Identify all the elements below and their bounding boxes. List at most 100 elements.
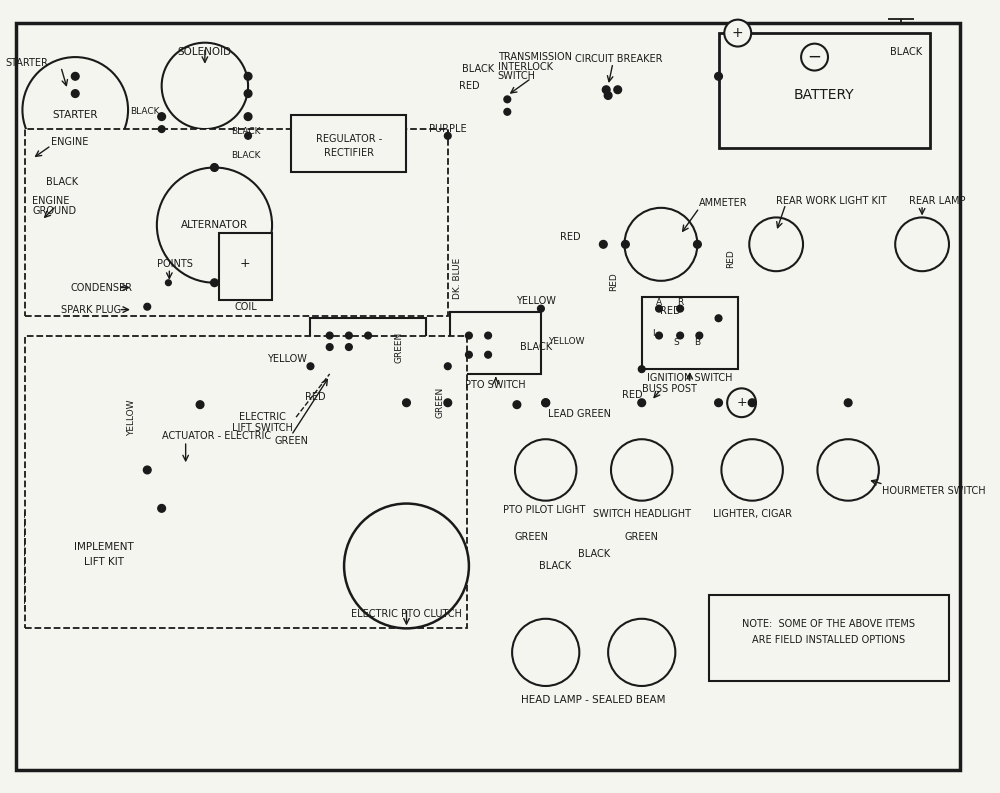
Text: B: B: [694, 338, 700, 347]
Circle shape: [614, 86, 622, 94]
Circle shape: [604, 92, 612, 99]
Circle shape: [715, 399, 722, 407]
Circle shape: [694, 240, 701, 248]
Circle shape: [144, 304, 151, 310]
Text: I: I: [652, 329, 655, 338]
Bar: [450, 312, 541, 374]
Text: ELECTRIC: ELECTRIC: [239, 412, 286, 422]
Text: RED: RED: [560, 232, 581, 242]
Circle shape: [656, 305, 662, 312]
Circle shape: [656, 332, 662, 339]
Circle shape: [515, 439, 576, 500]
Text: POINTS: POINTS: [157, 259, 193, 269]
Circle shape: [466, 351, 472, 358]
Bar: [642, 297, 738, 369]
Text: TRANSMISSION: TRANSMISSION: [498, 52, 572, 62]
Circle shape: [715, 315, 722, 322]
Circle shape: [22, 57, 128, 163]
Text: +: +: [736, 396, 747, 409]
Text: BLACK: BLACK: [539, 561, 571, 571]
Circle shape: [158, 126, 165, 132]
Text: +: +: [732, 26, 744, 40]
Circle shape: [211, 164, 218, 170]
Text: REAR LAMP: REAR LAMP: [909, 196, 965, 206]
Circle shape: [611, 439, 672, 500]
Text: CIRCUIT BREAKER: CIRCUIT BREAKER: [575, 54, 662, 64]
Text: RED: RED: [459, 81, 479, 91]
Circle shape: [444, 132, 451, 140]
Text: STARTER: STARTER: [5, 58, 48, 68]
Text: NOTE:  SOME OF THE ABOVE ITEMS: NOTE: SOME OF THE ABOVE ITEMS: [742, 619, 915, 629]
Text: YELLOW: YELLOW: [127, 400, 136, 436]
Text: SWITCH HEADLIGHT: SWITCH HEADLIGHT: [593, 509, 691, 519]
Text: LEAD GREEN: LEAD GREEN: [548, 409, 611, 419]
Circle shape: [365, 332, 371, 339]
Circle shape: [844, 399, 852, 407]
Bar: [25, 129, 448, 316]
Text: COIL: COIL: [235, 301, 258, 312]
Circle shape: [143, 466, 151, 473]
Circle shape: [638, 366, 645, 373]
Circle shape: [749, 217, 803, 271]
Circle shape: [344, 504, 469, 628]
Text: RECTIFIER: RECTIFIER: [324, 148, 374, 158]
Circle shape: [538, 305, 544, 312]
Text: GREEN: GREEN: [625, 532, 659, 542]
Circle shape: [715, 72, 722, 80]
Circle shape: [162, 43, 248, 129]
Bar: [719, 33, 930, 148]
Circle shape: [638, 399, 646, 407]
Text: BLACK: BLACK: [890, 48, 922, 57]
Circle shape: [245, 132, 251, 140]
Circle shape: [727, 389, 756, 417]
Text: BUSS POST: BUSS POST: [642, 385, 697, 394]
Circle shape: [444, 363, 451, 370]
Circle shape: [71, 90, 79, 98]
Circle shape: [677, 305, 683, 312]
Text: IMPLEMENT: IMPLEMENT: [74, 542, 134, 552]
Circle shape: [721, 439, 783, 500]
Circle shape: [608, 619, 675, 686]
Text: HOURMETER SWITCH: HOURMETER SWITCH: [882, 486, 985, 496]
Text: GREEN: GREEN: [274, 436, 308, 446]
Text: BLACK: BLACK: [46, 177, 79, 187]
Circle shape: [346, 343, 352, 351]
Bar: [310, 318, 426, 376]
Circle shape: [542, 399, 550, 407]
Circle shape: [513, 400, 521, 408]
Text: BLACK: BLACK: [462, 63, 495, 74]
Circle shape: [157, 167, 272, 283]
Circle shape: [346, 332, 352, 339]
Text: AMMETER: AMMETER: [699, 198, 748, 208]
Circle shape: [504, 96, 511, 103]
Bar: [25, 335, 467, 628]
Text: A: A: [656, 298, 662, 308]
Circle shape: [403, 399, 410, 407]
Text: SWITCH: SWITCH: [498, 71, 536, 82]
Circle shape: [244, 72, 252, 80]
Circle shape: [244, 113, 252, 121]
Text: ARE FIELD INSTALLED OPTIONS: ARE FIELD INSTALLED OPTIONS: [752, 635, 906, 645]
Bar: [162, 468, 238, 508]
Circle shape: [196, 400, 204, 408]
Text: ALTERNATOR: ALTERNATOR: [181, 220, 248, 230]
Text: +: +: [240, 257, 251, 270]
Circle shape: [211, 163, 218, 171]
Text: IGNITION SWITCH: IGNITION SWITCH: [647, 373, 732, 383]
Circle shape: [244, 90, 252, 98]
Text: ENGINE: ENGINE: [32, 196, 69, 206]
Text: PURPLE: PURPLE: [429, 124, 467, 134]
Circle shape: [677, 332, 683, 339]
Text: PTO PILOT LIGHT: PTO PILOT LIGHT: [503, 505, 585, 515]
Circle shape: [817, 439, 879, 500]
Text: BLACK: BLACK: [520, 342, 552, 352]
Text: DK. BLUE: DK. BLUE: [453, 257, 462, 298]
Text: REGULATOR -: REGULATOR -: [316, 134, 382, 144]
Text: BATTERY: BATTERY: [794, 89, 854, 102]
Circle shape: [542, 399, 550, 407]
Circle shape: [724, 20, 751, 47]
Text: S: S: [673, 338, 679, 347]
Circle shape: [542, 400, 549, 406]
Bar: [709, 595, 949, 681]
Text: YELLOW: YELLOW: [516, 296, 556, 306]
